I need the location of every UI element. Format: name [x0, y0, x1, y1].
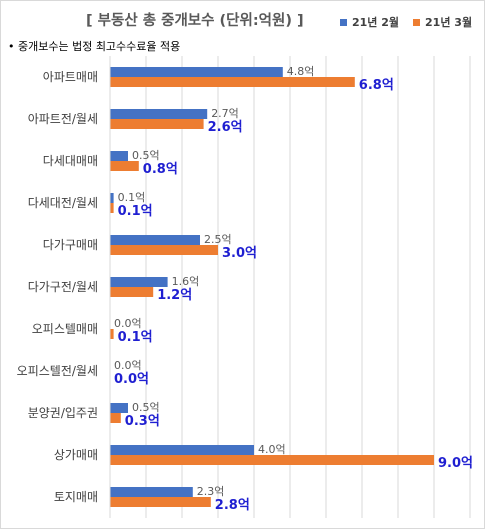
data-label-feb: 4.8억: [287, 65, 315, 78]
bar-mar: [110, 161, 139, 171]
category-label: 토지매매: [54, 490, 98, 504]
data-label-feb: 4.0억: [258, 443, 286, 456]
data-label-feb: 0.0억: [114, 359, 142, 372]
bar-mar: [110, 77, 355, 87]
data-label-feb: 0.0억: [114, 317, 142, 330]
bar-mar: [110, 455, 434, 465]
category-label: 오피스텔매매: [32, 322, 98, 336]
data-label-mar: 9.0억: [438, 456, 473, 471]
chart-legend: 21년 2월 21년 3월: [340, 14, 485, 30]
data-label-feb: 2.5억: [204, 233, 232, 246]
chart-title: [ 부동산 총 중개보수 (단위:억원) ]: [86, 13, 304, 29]
category-label: 분양권/입주권: [28, 406, 98, 420]
legend-label-feb: 21년 2월: [352, 16, 400, 29]
data-label-feb: 1.6억: [172, 275, 200, 288]
category-label: 다가구매매: [43, 238, 98, 252]
data-label-feb: 0.5억: [132, 149, 160, 162]
legend-swatch-feb: [340, 18, 347, 26]
bar-mar: [110, 287, 154, 297]
legend-item-mar: 21년 3월: [413, 14, 472, 30]
bar-feb: [110, 235, 200, 245]
category-label: 다세대매매: [43, 154, 98, 168]
legend-swatch-mar: [413, 18, 421, 26]
data-label-mar: 0.0억: [114, 372, 149, 387]
legend-item-feb: 21년 2월: [340, 14, 399, 30]
bar-mar: [110, 203, 114, 213]
data-label-mar: 6.8억: [359, 78, 394, 93]
data-label-mar: 1.2억: [157, 288, 192, 303]
bar-mar: [110, 245, 218, 255]
data-label-mar: 2.8억: [215, 498, 250, 513]
category-label: 오피스텔전/월세: [17, 364, 98, 378]
data-label-mar: 0.1억: [118, 330, 153, 345]
bar-feb: [110, 151, 128, 161]
bar-feb: [110, 277, 168, 287]
bar-feb: [110, 445, 254, 455]
legend-label-mar: 21년 3월: [425, 16, 473, 29]
category-label: 아파트매매: [43, 70, 98, 84]
data-label-feb: 0.1억: [118, 191, 146, 204]
bar-mar: [110, 329, 114, 339]
data-label-feb: 2.7억: [211, 107, 239, 120]
category-label: 아파트전/월세: [28, 112, 98, 126]
data-label-mar: 0.1억: [118, 204, 153, 219]
bar-feb: [110, 67, 283, 77]
bar-feb: [110, 193, 114, 203]
data-label-mar: 0.3억: [125, 414, 160, 429]
data-label-mar: 2.6억: [208, 120, 243, 135]
category-label: 다가구전/월세: [28, 280, 98, 294]
bar-mar: [110, 497, 211, 507]
bar-feb: [110, 487, 193, 497]
data-label-mar: 0.8억: [143, 162, 178, 177]
category-label: 다세대전/월세: [28, 196, 98, 210]
bar-mar: [110, 413, 121, 423]
bar-feb: [110, 109, 208, 119]
category-label: 상가매매: [54, 448, 98, 462]
data-label-feb: 2.3억: [197, 485, 225, 498]
data-label-feb: 0.5억: [132, 401, 160, 414]
data-label-mar: 3.0억: [222, 246, 257, 261]
bar-mar: [110, 119, 204, 129]
bar-feb: [110, 403, 128, 413]
chart-note: • 중개보수는 법정 최고수수료율 적용: [8, 40, 181, 53]
